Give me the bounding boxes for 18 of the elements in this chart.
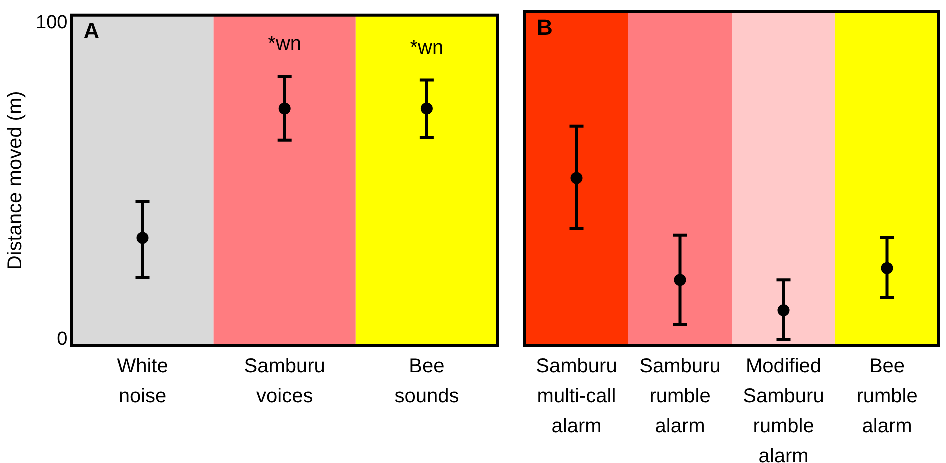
x-tick-label: Modified Samburu rumble alarm (743, 356, 824, 463)
y-tick-label: 0 (57, 328, 68, 350)
y-tick-label: 100 (36, 12, 68, 34)
point (881, 262, 894, 274)
chart-title: B (537, 15, 553, 40)
x-tick-label: Samburu rumble alarm (640, 356, 721, 438)
x-tick-label: Bee rumble alarm (856, 356, 918, 438)
point (570, 172, 583, 184)
point (674, 274, 686, 286)
point (778, 304, 790, 317)
x-tick-label: Samburu voices (244, 356, 326, 408)
x-tick-label: White noise (117, 356, 168, 408)
chart-title: A (84, 18, 100, 44)
x-tick-label: Samburu multi-call alarm (536, 356, 618, 438)
x-tick-label: Bee sounds (394, 356, 460, 408)
annotation: *wn (268, 32, 302, 55)
y-axis-title: Distance moved (m) (4, 91, 27, 270)
annotation: *wn (410, 36, 444, 59)
